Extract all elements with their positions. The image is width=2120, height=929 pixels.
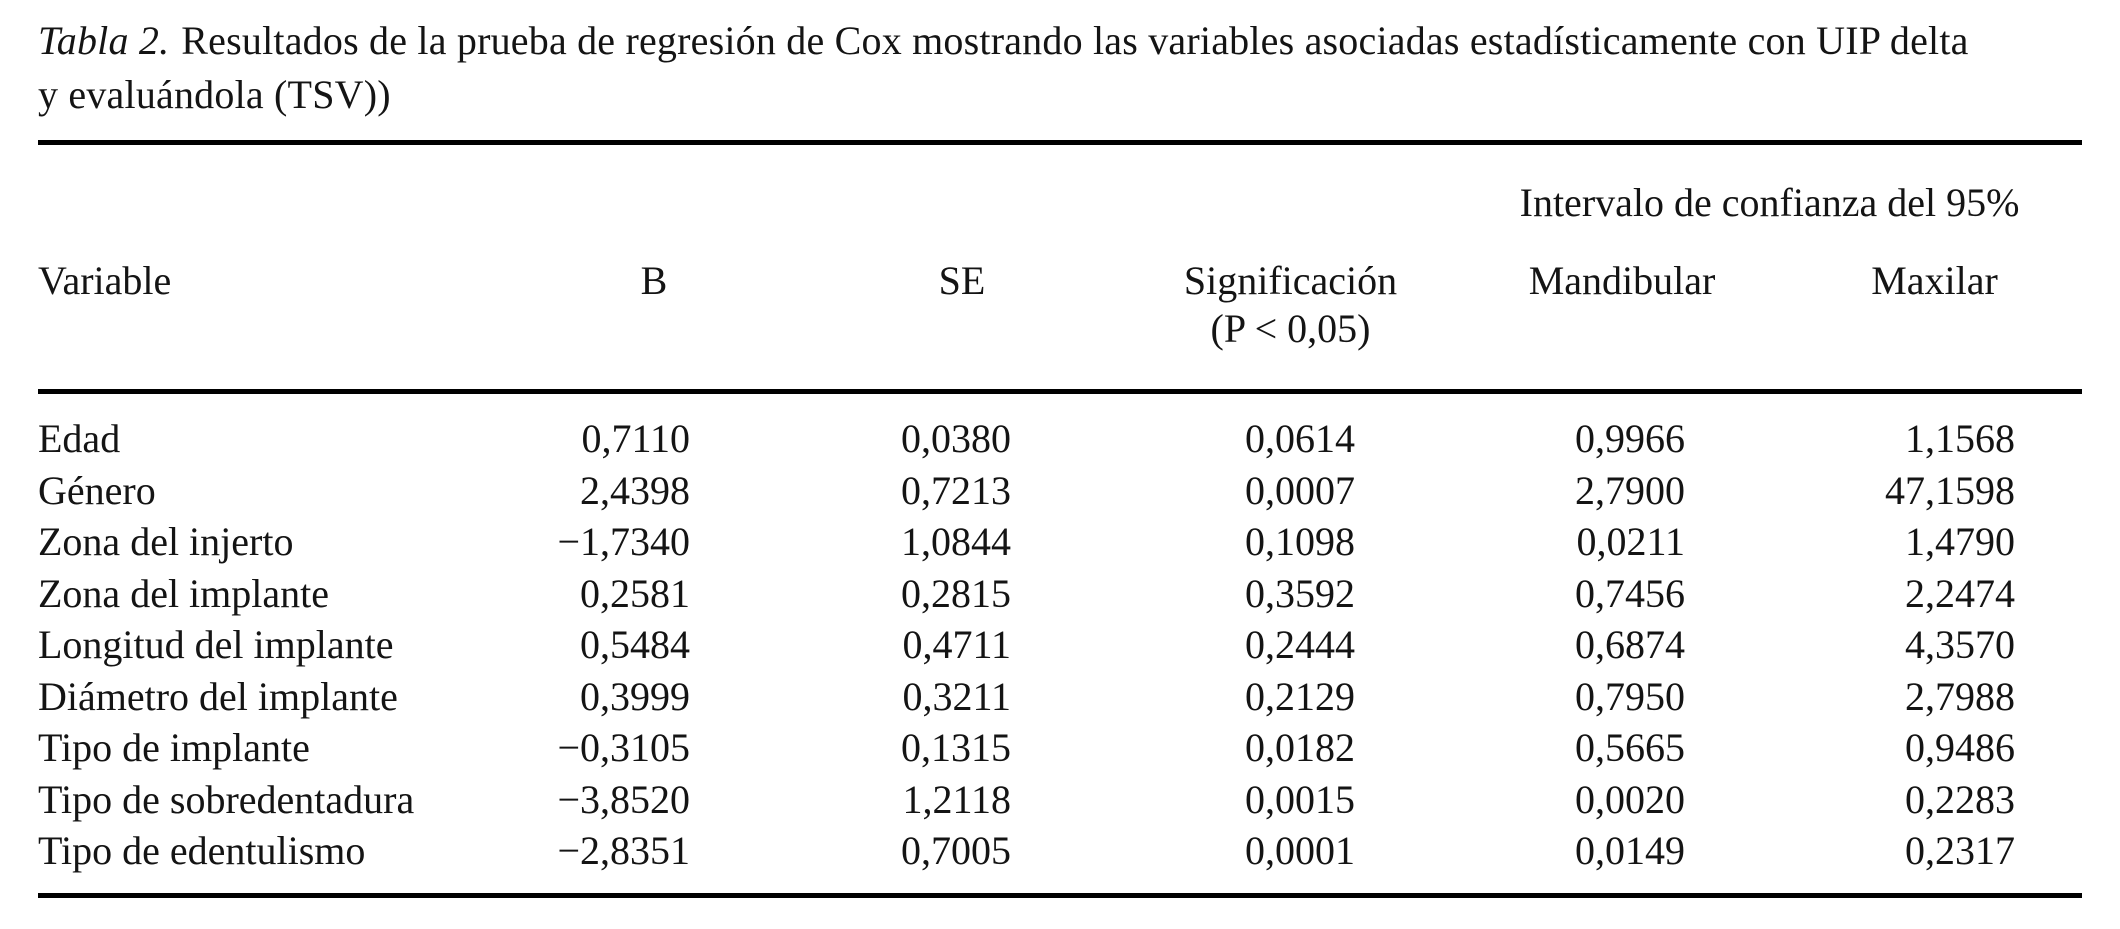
table-row: Tipo de implante −0,3105 0,1315 0,0182 0… [38, 722, 2082, 774]
cell-significacion: 0,2129 [1245, 673, 1355, 719]
table-row: Tipo de sobredentadura −3,8520 1,2118 0,… [38, 774, 2082, 826]
cell-variable: Género [38, 467, 156, 513]
column-header-row: Variable B SE Significación (P < 0,05) M… [38, 227, 2083, 394]
cell-se: 0,3211 [902, 673, 1011, 719]
cell-mandibular: 0,7456 [1575, 570, 1685, 616]
table-row: Longitud del implante 0,5484 0,4711 0,24… [38, 619, 2082, 671]
cell-maxilar: 2,2474 [1905, 570, 2016, 616]
col-header-se: SE [800, 227, 1124, 394]
table-caption: Tabla 2. Resultados de la prueba de regre… [38, 14, 2080, 122]
cell-b: −2,8351 [557, 828, 690, 873]
cell-b: −0,3105 [557, 725, 690, 770]
col-header-mandibular: Mandibular [1457, 227, 1787, 394]
cell-mandibular: 0,5665 [1575, 725, 1685, 770]
cell-maxilar: 2,7988 [1905, 673, 2016, 719]
col-header-significacion: Significación (P < 0,05) [1124, 227, 1457, 394]
col-header-maxilar: Maxilar [1787, 227, 2083, 394]
cell-significacion: 0,2444 [1245, 622, 1355, 667]
cell-significacion: 0,3592 [1245, 570, 1355, 616]
cell-significacion: 0,0614 [1245, 416, 1355, 461]
cell-b: 2,4398 [580, 467, 690, 513]
cell-mandibular: 0,0149 [1575, 828, 1685, 873]
cell-maxilar: 0,9486 [1905, 725, 2016, 770]
cell-b: −1,7340 [557, 519, 690, 564]
cell-significacion: 0,1098 [1245, 519, 1355, 564]
ci-span-spacer [38, 143, 1457, 228]
cell-mandibular: 0,0211 [1576, 519, 1685, 564]
cell-variable: Longitud del implante [38, 622, 394, 667]
cell-variable: Tipo de implante [38, 725, 310, 770]
col-header-significacion-threshold: (P < 0,05) [1210, 306, 1371, 351]
cell-significacion: 0,0015 [1245, 776, 1355, 822]
table-row: Tipo de edentulismo −2,8351 0,7005 0,000… [38, 825, 2082, 895]
table-head: Intervalo de confianza del 95% Variable … [38, 143, 2083, 394]
cell-b: −3,8520 [557, 776, 690, 822]
ci-span-header-row: Intervalo de confianza del 95% [38, 143, 2082, 228]
cell-mandibular: 0,6874 [1575, 622, 1685, 667]
cell-maxilar: 47,1598 [1885, 467, 2016, 513]
table-row: Edad 0,7110 0,0380 0,0614 0,9966 1,1568 [38, 392, 2082, 465]
cell-maxilar: 1,1568 [1905, 416, 2016, 461]
table-caption-label: Tabla 2. [38, 18, 170, 63]
cell-maxilar: 0,2283 [1905, 776, 2016, 822]
table-body: Edad 0,7110 0,0380 0,0614 0,9966 1,1568 … [38, 392, 2082, 896]
cell-se: 0,0380 [901, 416, 1011, 461]
cell-se: 0,7005 [901, 828, 1011, 873]
ci-span-header: Intervalo de confianza del 95% [1519, 180, 2020, 225]
cell-se: 1,0844 [901, 519, 1011, 564]
cell-se: 1,2118 [902, 776, 1011, 822]
cell-maxilar: 0,2317 [1905, 828, 2016, 873]
table-row: Género 2,4398 0,7213 0,0007 2,7900 47,15… [38, 465, 2082, 517]
cell-mandibular: 0,0020 [1575, 776, 1685, 822]
cell-se: 0,2815 [901, 570, 1011, 616]
cell-maxilar: 1,4790 [1905, 519, 2016, 564]
cell-variable: Zona del implante [38, 570, 330, 616]
cell-significacion: 0,0182 [1245, 725, 1355, 770]
cell-b: 0,5484 [580, 622, 690, 667]
cell-mandibular: 0,7950 [1575, 673, 1685, 719]
cell-variable: Zona del injerto [38, 519, 294, 564]
cell-mandibular: 2,7900 [1575, 467, 1685, 513]
cell-b: 0,2581 [580, 570, 690, 616]
cell-significacion: 0,0001 [1245, 828, 1355, 873]
col-header-b: B [508, 227, 800, 394]
table-row: Diámetro del implante 0,3999 0,3211 0,21… [38, 671, 2082, 723]
col-header-significacion-label: Significación [1183, 258, 1398, 303]
table-caption-line1: Resultados de la prueba de regresión de … [181, 18, 1969, 63]
cell-se: 0,4711 [902, 622, 1011, 667]
cell-b: 0,3999 [580, 673, 690, 719]
cell-se: 0,7213 [901, 467, 1011, 513]
cell-significacion: 0,0007 [1245, 467, 1355, 513]
cox-regression-table: Intervalo de confianza del 95% Variable … [38, 140, 2083, 898]
cell-variable: Tipo de edentulismo [38, 828, 366, 873]
table-row: Zona del implante 0,2581 0,2815 0,3592 0… [38, 568, 2082, 620]
cell-maxilar: 4,3570 [1905, 622, 2016, 667]
table-caption-line2: y evaluándola (TSV)) [38, 72, 391, 117]
col-header-variable: Variable [38, 227, 508, 394]
cell-variable: Tipo de sobredentadura [38, 776, 415, 822]
cell-mandibular: 0,9966 [1575, 416, 1685, 461]
cell-variable: Edad [38, 416, 121, 461]
cell-se: 0,1315 [901, 725, 1011, 770]
table-row: Zona del injerto −1,7340 1,0844 0,1098 0… [38, 516, 2082, 568]
cell-variable: Diámetro del implante [38, 673, 398, 719]
cell-b: 0,7110 [581, 416, 690, 461]
